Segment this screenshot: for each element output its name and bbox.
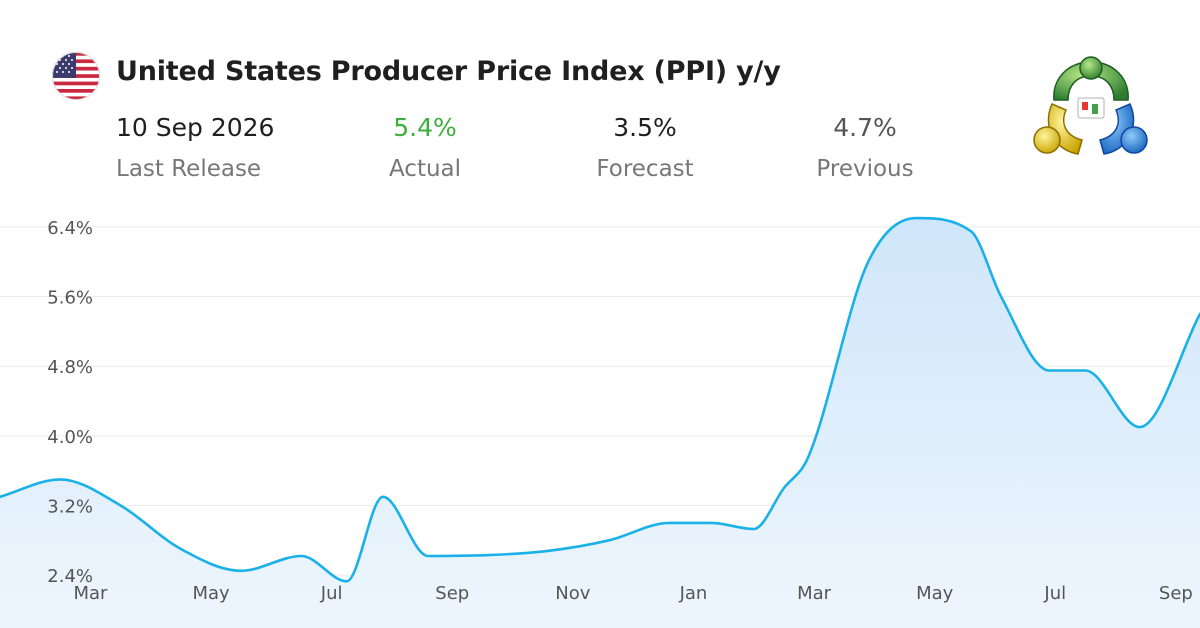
last-release-label: Last Release (116, 156, 262, 182)
y-tick-label: 3.2% (47, 497, 93, 518)
x-tick-label: Jul (1043, 583, 1066, 604)
previous-value: 4.7% (833, 113, 897, 142)
y-tick-label: 6.4% (47, 218, 93, 239)
last-release-value: 10 Sep 2026 (116, 113, 275, 142)
y-tick-label: 2.4% (47, 566, 93, 587)
x-tick-label: Jan (679, 583, 708, 604)
x-tick-label: Sep (1159, 583, 1193, 604)
x-tick-label: Mar (73, 583, 108, 604)
forecast-value: 3.5% (613, 113, 677, 142)
ppi-area-fill (0, 218, 1200, 628)
us-flag-icon (52, 52, 100, 100)
x-tick-label: Sep (435, 583, 469, 604)
y-tick-label: 4.0% (47, 427, 93, 448)
y-tick-label: 5.6% (47, 288, 93, 309)
x-tick-label: Jul (320, 583, 343, 604)
ppi-series-line (0, 216, 1200, 583)
actual-label: Actual (388, 156, 462, 182)
page-title: United States Producer Price Index (PPI)… (116, 56, 781, 87)
forecast-label: Forecast (596, 156, 694, 182)
previous-label: Previous (816, 156, 914, 182)
x-tick-label: Mar (797, 583, 832, 604)
actual-value: 5.4% (393, 113, 457, 142)
metatrader-logo-icon (1033, 56, 1148, 155)
x-tick-label: Nov (555, 583, 590, 604)
y-tick-label: 4.8% (47, 357, 93, 378)
x-tick-label: May (192, 583, 230, 604)
x-tick-label: May (916, 583, 954, 604)
